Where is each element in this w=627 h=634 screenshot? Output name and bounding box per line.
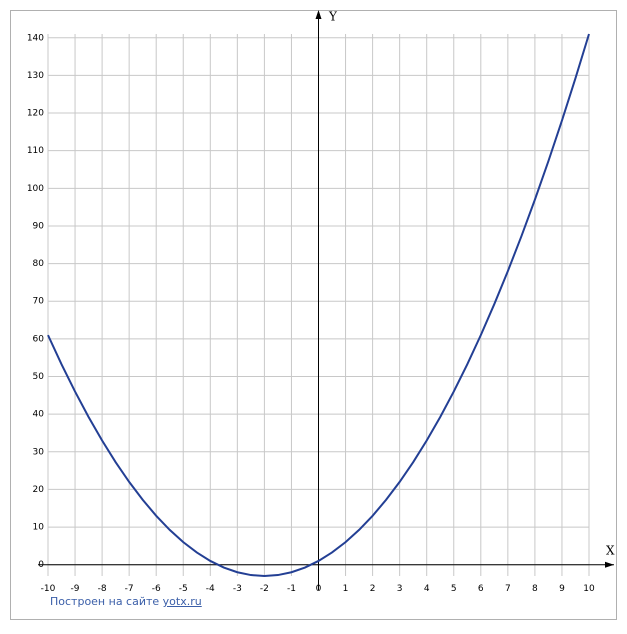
y-tick-label: 130 xyxy=(27,71,44,81)
x-tick-label: -3 xyxy=(233,584,242,594)
x-tick-label: 1 xyxy=(343,584,349,594)
x-tick-label: 2 xyxy=(370,584,376,594)
x-tick-label: -6 xyxy=(152,584,161,594)
y-tick-label: 100 xyxy=(27,184,44,194)
x-tick-label: -4 xyxy=(206,584,215,594)
y-tick-label: 140 xyxy=(27,33,44,43)
y-tick-label: 40 xyxy=(33,410,45,420)
y-tick-label: 60 xyxy=(33,334,45,344)
x-tick-label: 6 xyxy=(478,584,484,594)
x-tick-label: -7 xyxy=(125,584,134,594)
y-tick-label: 90 xyxy=(33,221,45,231)
x-tick-label: 5 xyxy=(451,584,457,594)
y-axis-arrow xyxy=(315,10,322,19)
y-axis-label: Y xyxy=(328,10,338,24)
x-tick-label: 8 xyxy=(532,584,538,594)
y-tick-label: 20 xyxy=(33,485,45,495)
footer: Построен на сайте yotx.ru xyxy=(50,595,202,608)
y-tick-label: 120 xyxy=(27,109,44,119)
x-tick-label: -5 xyxy=(179,584,188,594)
y-tick-label: 30 xyxy=(33,447,45,457)
footer-text: Построен на сайте xyxy=(50,595,160,608)
x-tick-label: 4 xyxy=(424,584,430,594)
x-tick-label: -8 xyxy=(98,584,107,594)
curve xyxy=(47,33,590,578)
frame xyxy=(10,10,617,620)
y-tick-label: 70 xyxy=(33,297,45,307)
x-tick-label: 10 xyxy=(583,584,595,594)
x-axis-label: X xyxy=(606,544,615,558)
x-axis-arrow xyxy=(605,561,614,568)
x-tick-label: -10 xyxy=(41,584,56,594)
y-tick-label: 110 xyxy=(27,146,44,156)
x-tick-label: 7 xyxy=(505,584,511,594)
x-tick-label: -9 xyxy=(71,584,80,594)
x-tick-label: 3 xyxy=(397,584,403,594)
y-tick-label: 50 xyxy=(33,372,45,382)
footer-link[interactable]: yotx.ru xyxy=(162,595,202,608)
y-tick-label: 80 xyxy=(33,259,45,269)
x-tick-label: 9 xyxy=(559,584,565,594)
x-tick-label: -1 xyxy=(287,584,296,594)
y-tick-label: 10 xyxy=(33,523,45,533)
x-tick-label: -2 xyxy=(260,584,269,594)
